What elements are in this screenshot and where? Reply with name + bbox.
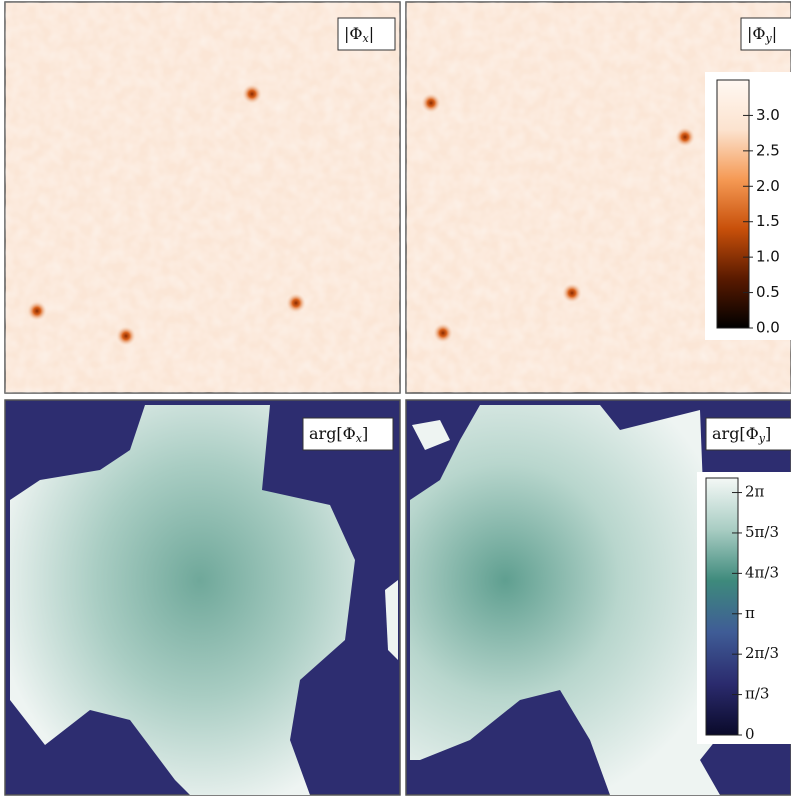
colorbar-tick-label: π/3 (745, 685, 769, 703)
colorbar-tick-label: 2π/3 (745, 644, 779, 662)
panel-label: |Φx| (344, 24, 374, 46)
colorbar-tick-label: 5π/3 (745, 523, 779, 541)
label-prefix: arg[Φ (309, 424, 356, 443)
colorbar-tick-label: 0 (745, 725, 755, 743)
label-prefix: |Φ (747, 24, 766, 43)
label-suffix: ] (765, 424, 771, 443)
colorbar-tick-label: 4π/3 (745, 563, 779, 581)
label-prefix: |Φ (344, 24, 363, 43)
colorbar (706, 478, 738, 735)
page: {"chart_data": [ {"type": "heatmap", "pa… (0, 0, 791, 800)
panel-phase-x (5, 400, 400, 795)
colorbar-tick-label: 0.5 (756, 283, 780, 301)
label-prefix: arg[Φ (712, 424, 759, 443)
label-suffix: ] (362, 424, 368, 443)
label-suffix: | (369, 24, 374, 43)
colorbar-tick-label: 3.0 (756, 106, 780, 124)
colorbar-tick-label: π (745, 604, 755, 622)
panel-label: |Φy| (747, 24, 777, 46)
colorbar-tick-label: 2.0 (756, 177, 780, 195)
panel-magnitude-x (5, 2, 400, 393)
colorbar (717, 80, 749, 328)
colorbar-tick-label: 1.0 (756, 248, 780, 266)
label-suffix: | (772, 24, 777, 43)
colorbar-tick-label: 0.0 (756, 319, 780, 337)
colorbar-tick-label: 2.5 (756, 141, 780, 159)
colorbar-tick-label: 2π (745, 483, 765, 501)
figure: |Φx||Φy|0.00.51.01.52.02.53.0arg[Φx]arg[… (0, 0, 791, 800)
colorbar-tick-label: 1.5 (756, 212, 780, 230)
